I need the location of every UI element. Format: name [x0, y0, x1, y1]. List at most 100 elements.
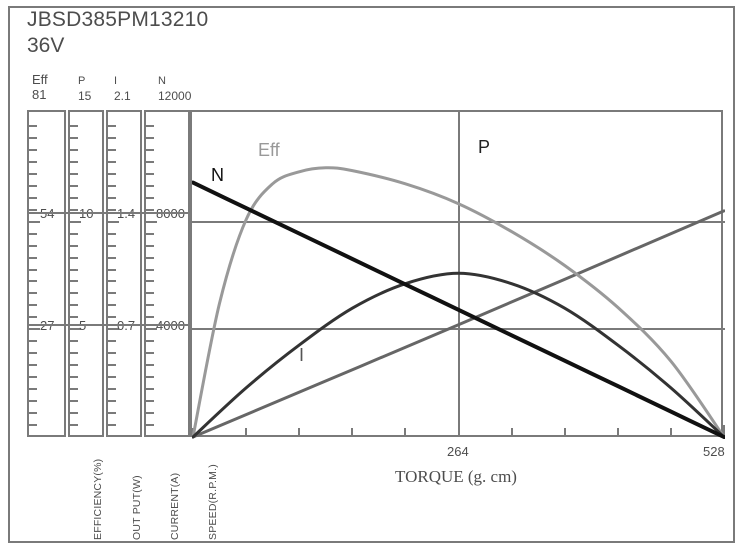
scale-max-efficiency: 81 — [32, 87, 47, 102]
scale-tick-minor — [146, 137, 154, 139]
gridline-low-scales — [27, 324, 190, 326]
scale-tick-minor — [70, 424, 78, 426]
scale-tick-minor — [29, 161, 37, 163]
scale-tick-minor — [108, 173, 116, 175]
scale-symbol-output: P — [78, 75, 86, 87]
scale-tick-minor — [108, 292, 116, 294]
scale-tick-minor — [70, 209, 78, 211]
axis-title-efficiency: EFFICIENCY(%) — [92, 458, 104, 540]
scale-tick-minor — [146, 233, 154, 235]
scale-tick-minor — [108, 316, 116, 318]
scale-tick-minor — [108, 376, 116, 378]
scale-tick-minor — [108, 280, 116, 282]
scale-tick-minor — [29, 424, 37, 426]
scale-tick-minor — [146, 197, 154, 199]
scale-tick-minor — [70, 245, 78, 247]
scale-max-current: 2.1 — [114, 89, 131, 103]
scale-tick-minor — [29, 269, 37, 271]
scale-tick-minor — [108, 364, 116, 366]
scale-tick-major — [70, 221, 81, 223]
scale-tick-minor — [108, 269, 116, 271]
scale-tick-minor — [108, 185, 116, 187]
scale-tick-minor — [70, 364, 78, 366]
scale-tick-minor — [146, 412, 154, 414]
scale-tick-minor — [70, 280, 78, 282]
scale-tick-major — [146, 221, 157, 223]
curve-p — [192, 271, 725, 439]
scale-column-output — [68, 110, 104, 437]
scale-tick-minor — [29, 209, 37, 211]
axis-title-speed: SPEED(R.P.M.) — [207, 464, 219, 540]
scale-symbol-efficiency: Eff — [32, 72, 48, 87]
scale-tick-minor — [146, 245, 154, 247]
scale-tick-minor — [29, 197, 37, 199]
scale-tick-major — [146, 328, 157, 330]
scale-tick-minor — [146, 424, 154, 426]
scale-tick-minor — [146, 280, 154, 282]
plot-svg — [192, 112, 725, 439]
scale-max-output: 15 — [78, 89, 92, 103]
scale-column-speed — [144, 110, 190, 437]
scale-tick-minor — [146, 316, 154, 318]
scale-tick-minor — [70, 352, 78, 354]
scale-header-output: P 15 — [78, 74, 91, 104]
scale-tick-minor — [29, 304, 37, 306]
scale-tick-minor — [70, 173, 78, 175]
scale-header-current: I 2.1 — [114, 74, 131, 104]
scale-tick-minor — [70, 400, 78, 402]
scale-tick-minor — [108, 340, 116, 342]
scale-tick-minor — [146, 209, 154, 211]
scale-tick-minor — [146, 185, 154, 187]
scale-tick-minor — [29, 245, 37, 247]
scale-tick-minor — [70, 376, 78, 378]
scale-tick-minor — [29, 233, 37, 235]
scale-tick-minor — [108, 233, 116, 235]
scale-tick-major — [70, 328, 81, 330]
xtick-label-528: 528 — [703, 444, 725, 459]
scale-column-efficiency — [27, 110, 66, 437]
scale-tick-minor — [146, 125, 154, 127]
scale-tick-minor — [70, 233, 78, 235]
scale-tick-minor — [29, 137, 37, 139]
scale-tick-minor — [29, 292, 37, 294]
scale-tick-minor — [146, 269, 154, 271]
scale-column-current — [106, 110, 142, 437]
scale-tick-minor — [108, 209, 116, 211]
scale-tick-minor — [70, 412, 78, 414]
scale-tick-minor — [29, 340, 37, 342]
scale-tick-minor — [146, 388, 154, 390]
curve-label-i: I — [299, 345, 305, 365]
axis-title-current: CURRENT(A) — [169, 472, 181, 540]
xtick-label-264: 264 — [447, 444, 469, 459]
scale-tick-minor — [29, 185, 37, 187]
scale-tick-minor — [29, 388, 37, 390]
axis-title-output: OUT PUT(W) — [131, 475, 143, 540]
scale-tick-minor — [70, 185, 78, 187]
scale-tick-minor — [29, 257, 37, 259]
scale-tick-major — [108, 221, 119, 223]
scale-tick-minor — [70, 257, 78, 259]
scale-tick-minor — [108, 352, 116, 354]
scale-tick-minor — [146, 340, 154, 342]
scale-tick-minor — [108, 304, 116, 306]
scale-tick-major — [29, 221, 40, 223]
scale-tick-minor — [108, 388, 116, 390]
scale-tick-minor — [29, 364, 37, 366]
scale-tick-minor — [146, 173, 154, 175]
scale-tick-minor — [146, 161, 154, 163]
scale-tick-minor — [70, 137, 78, 139]
scale-tick-minor — [146, 364, 154, 366]
x-axis-title: TORQUE (g. cm) — [395, 467, 517, 486]
scale-tick-minor — [108, 412, 116, 414]
scale-max-speed: 12000 — [158, 89, 192, 103]
gridline-mid-scales — [27, 212, 190, 214]
scale-tick-minor — [29, 352, 37, 354]
scale-tick-minor — [146, 292, 154, 294]
page-border — [8, 6, 735, 543]
scale-tick-minor — [70, 340, 78, 342]
scale-tick-minor — [146, 400, 154, 402]
scale-tick-minor — [146, 376, 154, 378]
scale-tick-minor — [70, 292, 78, 294]
scale-tick-minor — [29, 376, 37, 378]
